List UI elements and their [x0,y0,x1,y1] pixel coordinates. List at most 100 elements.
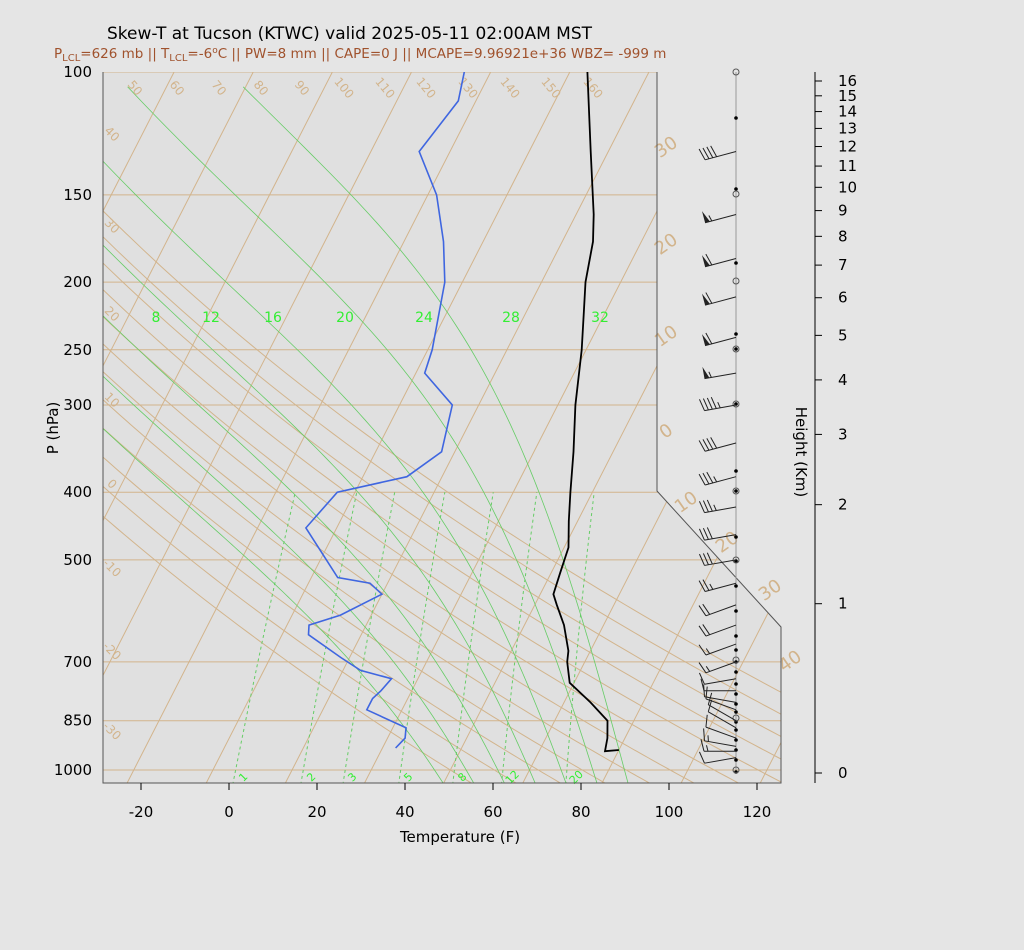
height-tick-label-12: 12 [838,138,857,156]
height-tick-label-13: 13 [838,119,857,137]
wind-barb-staff-25 [704,213,737,224]
wind-barb-full-18 [698,473,706,486]
wind-barb-full-26 [698,148,706,161]
x-tick-label-4: 60 [483,803,502,821]
wind-barb-full-15 [706,552,713,565]
wind-barb-full-0 [698,751,705,764]
wind-barb-26 [698,145,737,161]
wind-barb-full-17 [702,500,709,513]
isotherm--70 [103,72,191,783]
moist-adiabat-label-20: 20 [336,310,354,326]
wind-barb-full-19 [698,440,706,452]
wind-barb-full-12 [702,624,711,635]
wind-barb-full-16 [706,527,713,539]
wind-barb-13 [698,603,737,617]
height-tick-label-10: 10 [838,178,857,196]
wind-barb-full-15 [698,553,705,566]
wind-barb-full-15 [702,553,709,565]
moist-adiabat-label-24: 24 [415,310,433,326]
sounding-level-dot-23 [734,261,738,265]
wind-barb-half-20 [717,401,721,409]
wind-barb-staff-4 [708,711,737,729]
moist-adiabat-8 [103,86,445,783]
sounding-level-dot-25 [734,116,738,120]
wind-barb-25 [701,211,737,224]
wind-barb-9 [698,672,737,685]
x-tick-label-6: 100 [655,803,684,821]
wind-barb-full-14 [698,580,706,592]
wind-barb-staff-13 [705,604,737,617]
sounding-level-dot-15 [734,584,738,588]
wind-barb-half-1 [706,745,709,752]
wind-barb-full-10 [698,662,707,674]
sounding-level-dot-7 [734,702,738,706]
height-tick-label-3: 3 [838,425,848,443]
dry-adiabat-90 [103,72,653,783]
thermo-grid [103,72,781,783]
chart-subtitle: PLCL=626 mb || TLCL=-6oC || PW=8 mm || C… [54,46,666,64]
dry-adiabat-150 [103,72,781,783]
wind-barb-half-17 [713,504,717,511]
height-tick-label-15: 15 [838,87,857,105]
wind-barb-15 [698,552,737,566]
wind-barb-staff-21 [704,372,737,380]
wind-barb-staff-22 [704,336,737,347]
wind-barbs [698,68,740,774]
wind-barb-staff-2 [704,740,737,747]
wind-barb-full-1 [700,739,705,752]
wind-barb-full-19 [710,437,718,449]
wind-barb-staff-26 [704,151,737,161]
wind-barb-full-19 [702,439,710,451]
sounding-level-dot-1 [734,758,738,762]
pressure-tick-label-700: 700 [63,653,92,671]
height-tick-label-8: 8 [838,227,848,245]
height-tick-label-7: 7 [838,256,848,274]
isotherm--20 [204,72,587,783]
wind-barb-21 [702,366,737,380]
wind-barb-full-20 [706,397,713,410]
sounding-level-ring-7 [732,656,740,664]
x-axis-label: Temperature (F) [399,828,520,846]
wind-barb-17 [698,499,737,514]
wind-barb-full-24 [705,253,713,266]
wind-barb-staff-23 [704,296,737,306]
x-tick-label-3: 40 [395,803,414,821]
dewpoint-profile [304,72,466,749]
wind-barb-staff-15 [704,559,737,566]
height-tick-label-14: 14 [838,103,857,121]
wind-barb-full-18 [702,472,710,485]
sounding-profiles [304,72,619,753]
x-tick-label-0: -20 [129,803,154,821]
dry-adiabat-140 [103,72,781,783]
wind-barb-23 [701,292,737,306]
wind-barb-flag-25 [701,211,710,223]
plot-background [103,72,781,783]
wind-barb-8 [700,678,736,692]
sounding-level-ring-4 [732,400,740,408]
pressure-tick-label-250: 250 [63,341,92,359]
wind-barb-staff-7 [704,696,737,703]
mixing-ratio-line-2 [300,492,358,783]
pressure-tick-label-150: 150 [63,186,92,204]
y-axis-label: P (hPa) [44,402,62,455]
pressure-tick-label-1000: 1000 [54,761,92,779]
moist-adiabat-label-12: 12 [202,310,220,326]
sounding-level-ring-0 [732,68,740,76]
isotherm--50 [103,72,350,783]
sounding-level-dot-3 [734,738,738,742]
height-tick-label-11: 11 [838,157,857,175]
wind-barb-staff-12 [705,624,737,637]
pressure-tick-label-850: 850 [63,712,92,730]
wind-barb-staff-9 [704,678,737,685]
sounding-level-ring-1 [732,190,740,198]
pressure-tick-label-300: 300 [63,396,92,414]
isotherm--30 [125,72,508,783]
sounding-level-dot-17 [734,535,738,539]
pressure-tick-label-100: 100 [63,63,92,81]
moist-adiabat-label-28: 28 [502,310,520,326]
sounding-level-dot-18 [734,489,738,493]
sounding-level-dot-6 [734,710,738,714]
wind-barb-full-14 [702,579,710,591]
wind-barb-12 [698,624,737,637]
height-tick-label-5: 5 [838,326,848,344]
